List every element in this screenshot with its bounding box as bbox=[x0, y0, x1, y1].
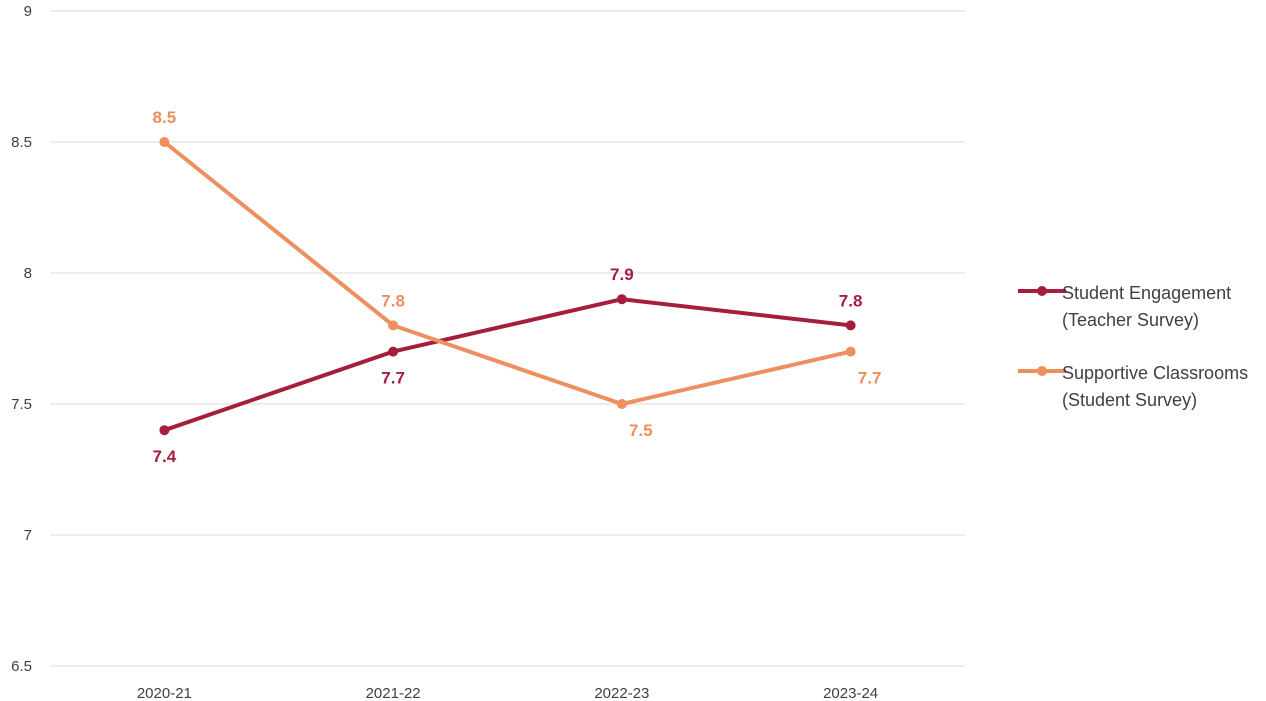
legend-label-line-2: (Teacher Survey) bbox=[1062, 310, 1200, 330]
x-tick-label: 2020-21 bbox=[137, 685, 192, 701]
legend-swatch-student-engagement bbox=[1018, 286, 1066, 296]
data-label: 7.8 bbox=[381, 291, 405, 310]
chart-legend: Student Engagement (Teacher Survey) Supp… bbox=[1012, 280, 1266, 440]
data-label: 8.5 bbox=[153, 108, 177, 127]
data-point bbox=[616, 294, 627, 305]
y-tick-label: 7 bbox=[24, 527, 32, 544]
legend-label-line-2: (Student Survey) bbox=[1062, 390, 1198, 410]
data-label: 7.7 bbox=[858, 369, 882, 388]
y-tick-label: 9 bbox=[24, 3, 32, 20]
x-tick-label: 2022-23 bbox=[594, 685, 649, 701]
data-label: 7.5 bbox=[629, 421, 653, 440]
legend-item-student-engagement: Student Engagement (Teacher Survey) bbox=[1012, 280, 1266, 330]
data-point bbox=[159, 425, 170, 436]
x-tick-label: 2021-22 bbox=[366, 685, 421, 701]
legend-swatch-supportive-classrooms bbox=[1018, 366, 1066, 376]
data-point bbox=[845, 346, 856, 357]
y-tick-label: 8.5 bbox=[11, 134, 32, 151]
legend-item-supportive-classrooms: Supportive Classrooms (Student Survey) bbox=[1012, 360, 1266, 410]
data-label: 7.7 bbox=[381, 369, 405, 388]
data-point bbox=[388, 320, 399, 331]
x-tick-label: 2023-24 bbox=[823, 685, 878, 701]
data-label: 7.4 bbox=[153, 447, 177, 466]
y-tick-label: 6.5 bbox=[11, 658, 32, 675]
data-point bbox=[159, 137, 170, 147]
data-point bbox=[616, 399, 627, 409]
legend-label-line-1: Supportive Classrooms bbox=[1062, 363, 1249, 383]
data-label: 7.9 bbox=[610, 265, 634, 284]
series-line bbox=[162, 140, 853, 406]
legend-label-line-1: Student Engagement bbox=[1062, 283, 1232, 303]
legend-label-supportive-classrooms: Supportive Classrooms (Student Survey) bbox=[1062, 360, 1248, 414]
y-tick-label: 7.5 bbox=[11, 396, 32, 413]
series-line bbox=[162, 297, 853, 433]
y-tick-label: 8 bbox=[24, 265, 32, 282]
data-point bbox=[845, 320, 856, 331]
data-label: 7.8 bbox=[839, 291, 863, 310]
legend-label-student-engagement: Student Engagement (Teacher Survey) bbox=[1062, 280, 1231, 334]
data-point bbox=[388, 346, 399, 357]
